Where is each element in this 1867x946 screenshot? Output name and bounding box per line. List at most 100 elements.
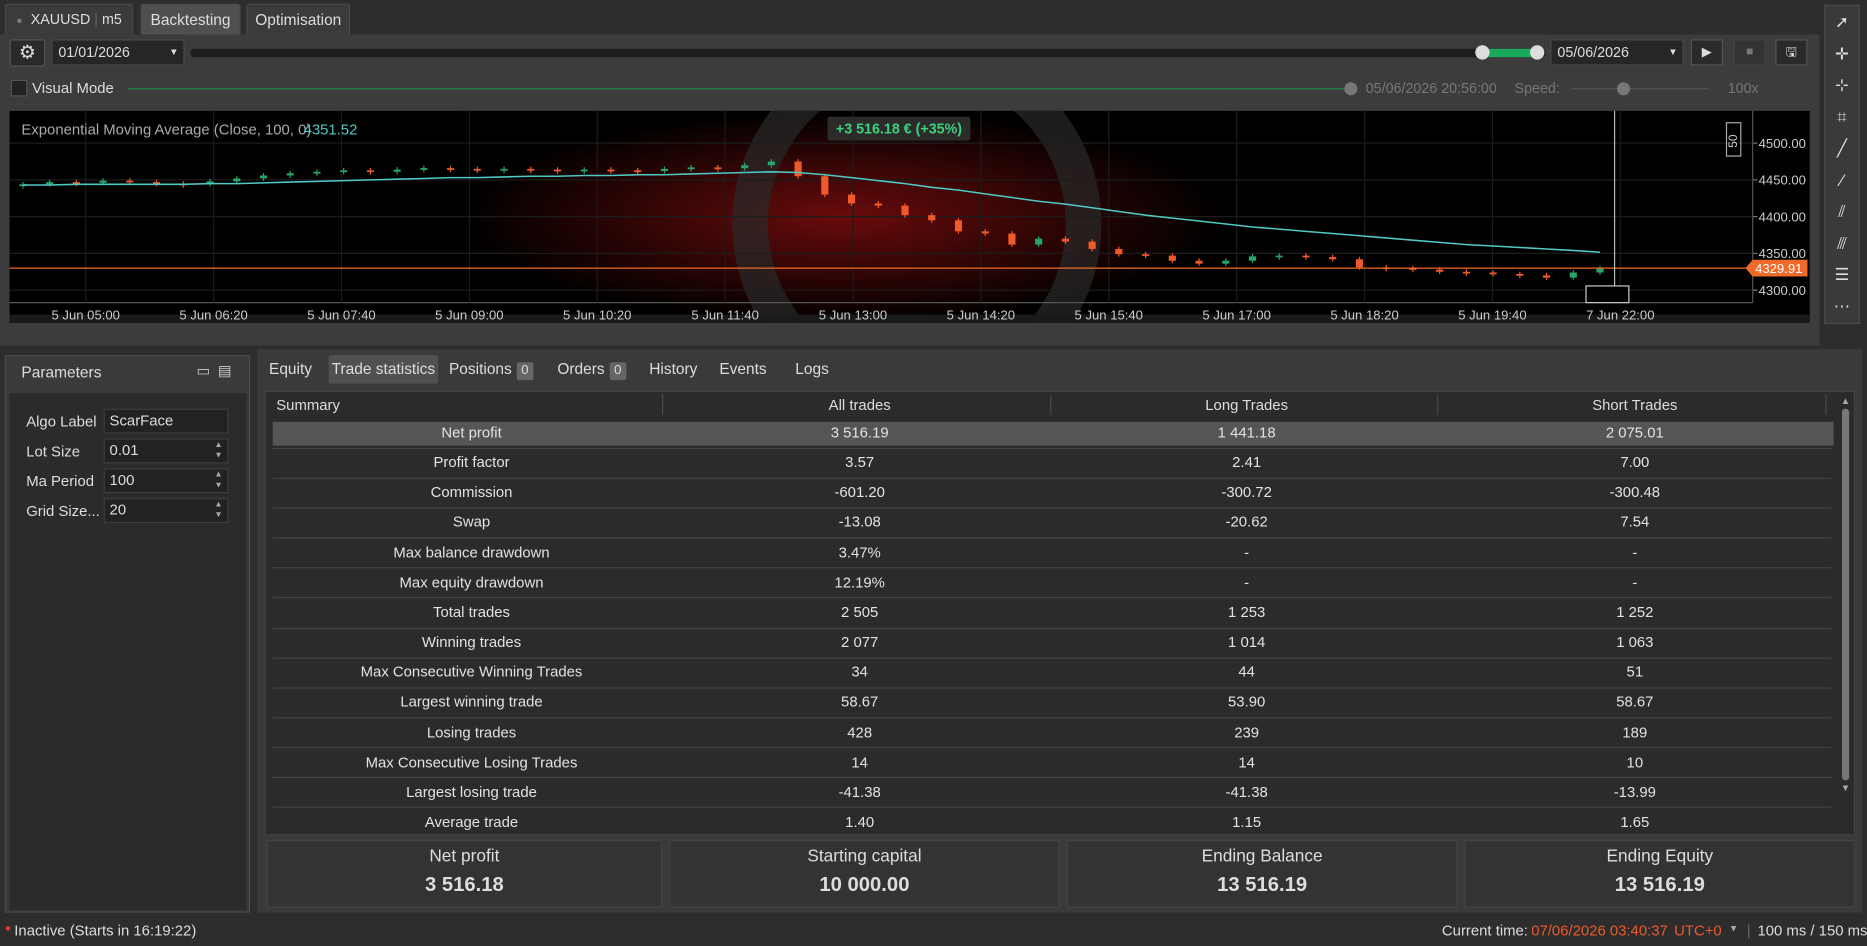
- candle: [1115, 248, 1123, 255]
- candle: [580, 169, 588, 172]
- spinner[interactable]: ▲ ▼: [214, 470, 223, 490]
- visual-mode-checkbox[interactable]: [10, 79, 28, 97]
- settings-button[interactable]: ⚙: [9, 39, 46, 67]
- symbol: XAUUSD: [30, 10, 91, 28]
- column-divider: [1437, 394, 1439, 415]
- summary-card: Starting capital 10 000.00: [669, 839, 1060, 908]
- tool-icon[interactable]: ⊹: [1835, 75, 1849, 95]
- tab-label: Events: [719, 359, 767, 378]
- results-tab[interactable]: History: [644, 355, 703, 384]
- x-tick-label: 7 Jun 22:00: [1586, 307, 1654, 322]
- parameter-input[interactable]: 20 ▲ ▼: [103, 498, 229, 524]
- tool-icon[interactable]: ➚: [1835, 11, 1849, 31]
- tool-icon[interactable]: ⌗: [1837, 106, 1847, 126]
- candle: [46, 182, 54, 185]
- results-tab[interactable]: Positions 0: [442, 355, 540, 384]
- table-cell: Largest losing trade: [406, 783, 537, 801]
- results-tab[interactable]: Events: [712, 355, 774, 384]
- table-cell: Max Consecutive Losing Trades: [365, 753, 578, 771]
- spinner[interactable]: ▲ ▼: [214, 440, 223, 460]
- tab-label: Logs: [795, 359, 829, 378]
- candle: [1195, 260, 1203, 264]
- table-cell: 53.90: [1228, 693, 1266, 711]
- ema-line: [22, 171, 1601, 254]
- current-bar-marker: [1585, 285, 1630, 304]
- candle: [1222, 260, 1230, 264]
- table-cell: -41.38: [1225, 783, 1268, 801]
- tab-label: Equity: [269, 359, 313, 378]
- results-tab[interactable]: Trade statistics: [328, 355, 439, 384]
- candle: [847, 194, 856, 204]
- tool-icon[interactable]: ⫽: [1838, 201, 1846, 221]
- table-cell: 2.41: [1232, 454, 1262, 471]
- results-tab[interactable]: Equity: [261, 355, 320, 384]
- symbol-tab[interactable]: ● XAUUSD | m5: [4, 3, 134, 35]
- speed-value: 100x: [1727, 79, 1759, 97]
- candle: [1302, 255, 1310, 258]
- parameter-value: 20: [109, 501, 127, 519]
- table-cell: Profit factor: [433, 454, 510, 471]
- summary-value: 10 000.00: [819, 873, 910, 896]
- results-tab[interactable]: Orders 0: [550, 355, 634, 384]
- table-cell: -: [1244, 544, 1250, 561]
- tool-icon[interactable]: ☰: [1834, 264, 1850, 284]
- zoom-box[interactable]: [1725, 122, 1742, 157]
- panel-icons[interactable]: ▭ ▤: [196, 362, 232, 379]
- candle: [687, 167, 695, 170]
- timezone[interactable]: UTC+0: [1674, 922, 1722, 939]
- candle: [1569, 272, 1577, 278]
- tool-icon[interactable]: ⋯: [1833, 296, 1851, 316]
- table-cell: -: [1632, 544, 1638, 561]
- range-slider[interactable]: [190, 48, 1546, 58]
- tool-icon[interactable]: ∕: [1840, 169, 1844, 189]
- save-button[interactable]: 🖫: [1775, 39, 1808, 66]
- summary-label: Starting capital: [807, 847, 922, 867]
- candle: [286, 173, 294, 176]
- candle: [741, 165, 749, 169]
- table-cell: Largest winning trade: [400, 693, 543, 711]
- candle: [981, 231, 989, 234]
- slider-knob[interactable]: [1530, 45, 1545, 60]
- table-cell: 3.47%: [838, 544, 881, 561]
- row-divider: [272, 807, 1832, 809]
- end-date[interactable]: 05/06/2026 ▼: [1550, 39, 1684, 66]
- parameter-input[interactable]: 0.01 ▲ ▼: [103, 438, 229, 464]
- tool-icon[interactable]: ⫻: [1837, 232, 1847, 252]
- table-cell: -: [1244, 573, 1250, 591]
- table-cell: 12.19%: [834, 573, 885, 591]
- candle: [1035, 238, 1043, 245]
- table-cell: Swap: [452, 514, 491, 531]
- speed-knob[interactable]: [1616, 82, 1631, 96]
- play-button[interactable]: ▶: [1690, 39, 1723, 66]
- slider-knob[interactable]: [1475, 45, 1490, 60]
- scrollbar[interactable]: ▲ ▼: [1840, 395, 1851, 794]
- tab[interactable]: Optimisation: [246, 3, 351, 35]
- candle: [928, 215, 936, 221]
- candle: [366, 170, 374, 173]
- spinner[interactable]: ▲ ▼: [214, 500, 223, 520]
- table-cell: 2 505: [841, 603, 879, 621]
- speed-slider[interactable]: [1571, 88, 1709, 90]
- parameter-input[interactable]: 100 ▲ ▼: [103, 468, 229, 494]
- visual-mode-label: Visual Mode: [32, 79, 114, 97]
- candle: [1061, 238, 1069, 242]
- candle: [634, 170, 642, 173]
- summary-card: Net profit 3 516.18: [266, 839, 663, 908]
- timezone-dropdown[interactable]: ▼: [1728, 923, 1739, 935]
- tool-icon[interactable]: ✛: [1835, 43, 1849, 63]
- parameter-value: 100: [109, 471, 135, 489]
- watermark-logo: [732, 110, 1102, 323]
- parameter-input[interactable]: ScarFace: [103, 408, 229, 434]
- tool-icon[interactable]: ╱: [1836, 138, 1848, 158]
- tab[interactable]: Backtesting: [140, 3, 241, 35]
- table-header: Short Trades: [1592, 396, 1678, 414]
- start-date[interactable]: 01/01/2026 ▼: [51, 39, 185, 66]
- table-cell: 34: [851, 663, 868, 681]
- stop-button[interactable]: ■: [1733, 39, 1766, 66]
- scrollbar[interactable]: [9, 314, 1810, 323]
- table-header: Summary: [276, 396, 340, 414]
- candle: [1275, 255, 1283, 258]
- indicator-value: 4351.52: [304, 123, 358, 139]
- x-tick-label: 5 Jun 18:20: [1330, 307, 1398, 322]
- results-tab[interactable]: Logs: [783, 355, 841, 384]
